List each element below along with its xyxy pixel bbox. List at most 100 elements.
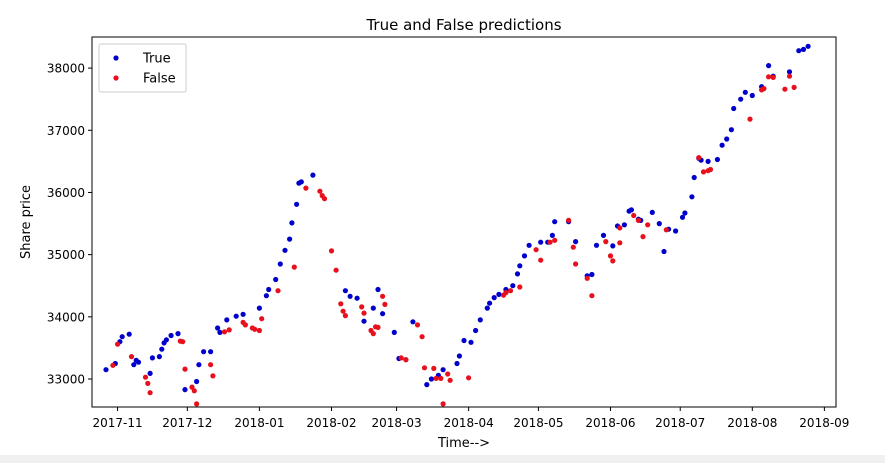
data-point-true bbox=[135, 359, 142, 365]
data-point-true bbox=[287, 236, 293, 242]
data-point-true bbox=[679, 214, 686, 220]
data-point-true bbox=[217, 329, 223, 335]
data-point-false bbox=[259, 316, 265, 322]
data-point-true bbox=[277, 261, 283, 267]
data-point-true bbox=[800, 46, 807, 53]
data-point-true bbox=[375, 286, 381, 293]
data-point-false bbox=[584, 275, 590, 281]
data-point-false bbox=[635, 217, 642, 223]
data-point-true bbox=[549, 232, 556, 238]
data-point-false bbox=[786, 73, 793, 79]
data-point-false bbox=[433, 375, 439, 381]
data-point-true bbox=[440, 367, 446, 373]
data-point-false bbox=[145, 380, 151, 386]
data-point-false bbox=[447, 377, 453, 383]
data-point-false bbox=[115, 341, 121, 347]
data-point-true bbox=[298, 179, 304, 185]
data-point-true bbox=[175, 331, 181, 337]
data-point-true bbox=[182, 387, 188, 393]
x-tick-label: 2018-03 bbox=[372, 416, 422, 430]
data-point-true bbox=[201, 349, 207, 355]
data-point-true bbox=[682, 210, 688, 216]
data-point-true bbox=[514, 271, 521, 277]
data-point-false bbox=[570, 244, 576, 250]
data-point-false bbox=[359, 304, 365, 310]
data-point-false bbox=[147, 390, 153, 396]
data-point-false bbox=[191, 388, 197, 394]
data-point-false bbox=[242, 322, 248, 328]
data-point-false bbox=[533, 247, 539, 253]
data-point-false bbox=[414, 322, 421, 328]
data-point-true bbox=[628, 207, 635, 213]
data-point-true bbox=[673, 228, 679, 234]
data-point-false bbox=[421, 365, 428, 371]
data-point-false bbox=[142, 374, 149, 380]
data-point-true bbox=[156, 354, 162, 360]
data-point-true bbox=[119, 334, 125, 340]
data-point-false bbox=[566, 217, 572, 223]
data-point-true bbox=[361, 318, 367, 324]
data-point-false bbox=[573, 261, 579, 267]
data-point-false bbox=[782, 86, 788, 92]
data-point-false bbox=[538, 257, 544, 263]
data-point-true bbox=[126, 331, 132, 337]
data-point-true bbox=[689, 194, 695, 200]
data-point-true bbox=[149, 355, 155, 361]
data-point-false bbox=[275, 288, 281, 294]
data-point-true bbox=[728, 127, 735, 133]
data-point-false bbox=[321, 196, 328, 202]
x-tick-label: 2018-07 bbox=[655, 416, 705, 430]
data-point-false bbox=[663, 227, 669, 233]
data-point-false bbox=[361, 310, 367, 316]
data-point-true bbox=[705, 158, 711, 164]
data-point-true bbox=[691, 174, 697, 181]
y-axis-label: Share price bbox=[19, 185, 34, 259]
data-point-true bbox=[766, 63, 772, 69]
data-point-false bbox=[256, 327, 262, 334]
data-point-false bbox=[707, 166, 714, 173]
legend-label-true: True bbox=[142, 52, 171, 67]
data-point-false bbox=[766, 74, 772, 80]
plot-area bbox=[91, 36, 837, 408]
data-point-true bbox=[621, 222, 628, 228]
data-point-false bbox=[252, 326, 258, 332]
y-tick-label: 36000 bbox=[47, 186, 85, 200]
data-point-false bbox=[403, 357, 409, 363]
data-point-false bbox=[419, 334, 425, 340]
data-point-false bbox=[507, 288, 514, 294]
data-point-true bbox=[194, 378, 200, 385]
data-point-true bbox=[428, 376, 434, 382]
chart-title: True and False predictions bbox=[365, 16, 561, 34]
data-point-false bbox=[445, 371, 451, 377]
data-point-false bbox=[382, 301, 388, 307]
data-point-true bbox=[456, 353, 462, 359]
data-point-false bbox=[603, 239, 609, 245]
data-point-true bbox=[224, 317, 230, 323]
data-point-true bbox=[552, 219, 558, 225]
x-tick-label: 2018-05 bbox=[513, 416, 563, 430]
legend: True False bbox=[98, 43, 187, 93]
data-point-false bbox=[370, 331, 376, 337]
data-point-false bbox=[303, 185, 309, 191]
scatter-points bbox=[103, 43, 811, 407]
x-tick-label: 2017-12 bbox=[162, 416, 212, 430]
data-point-false bbox=[645, 222, 651, 228]
data-point-false bbox=[440, 401, 446, 407]
data-point-true bbox=[786, 69, 793, 75]
data-point-false bbox=[610, 258, 616, 264]
data-point-true bbox=[424, 382, 430, 388]
data-point-true bbox=[796, 48, 802, 54]
data-point-true bbox=[263, 293, 269, 299]
data-point-false bbox=[700, 169, 707, 175]
data-point-true bbox=[282, 247, 288, 253]
data-point-true bbox=[496, 291, 502, 297]
y-tick-label: 38000 bbox=[47, 62, 85, 76]
data-point-true bbox=[714, 156, 721, 163]
y-tick-label: 37000 bbox=[47, 124, 85, 138]
data-point-true bbox=[610, 243, 616, 249]
y-axis: 33000 34000 35000 36000 37000 38000 bbox=[47, 62, 92, 387]
data-point-true bbox=[289, 220, 295, 226]
data-point-true bbox=[159, 346, 165, 352]
data-point-true bbox=[521, 253, 528, 259]
